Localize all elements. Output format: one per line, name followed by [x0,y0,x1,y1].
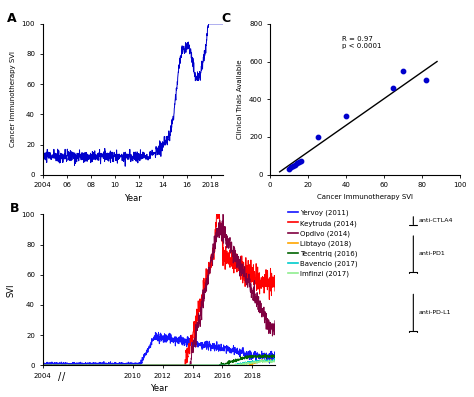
Point [314,134,321,140]
Text: /: / [58,372,62,382]
Point [291,162,299,168]
Point [295,159,302,166]
Point [297,157,304,164]
Text: C: C [221,12,230,25]
X-axis label: Year: Year [150,384,168,393]
Point [289,163,297,170]
Point [293,160,301,167]
Text: R = 0.97
p < 0.0001: R = 0.97 p < 0.0001 [342,36,382,49]
Y-axis label: SVI: SVI [7,283,16,297]
Text: anti-PD-L1: anti-PD-L1 [419,310,452,315]
Text: anti-PD1: anti-PD1 [419,251,446,256]
Y-axis label: Cancer Immunotherapy SVI: Cancer Immunotherapy SVI [10,51,16,147]
Text: A: A [7,12,16,25]
Point [390,85,397,91]
Point [399,68,407,74]
Text: anti-CTLA4: anti-CTLA4 [419,218,454,223]
Point [285,166,293,172]
Point [287,164,295,170]
Legend: Yervoy (2011), Keytruda (2014), Opdivo (2014), Libtayo (2018), Tecentriq (2016),: Yervoy (2011), Keytruda (2014), Opdivo (… [288,210,358,277]
Text: /: / [62,372,65,382]
Text: B: B [10,202,19,215]
Point [342,113,350,119]
Point [422,77,429,84]
X-axis label: Year: Year [124,194,142,203]
Y-axis label: Clinical Trials Available: Clinical Trials Available [237,60,244,139]
X-axis label: Cancer Immunotherapy SVI: Cancer Immunotherapy SVI [317,194,413,200]
